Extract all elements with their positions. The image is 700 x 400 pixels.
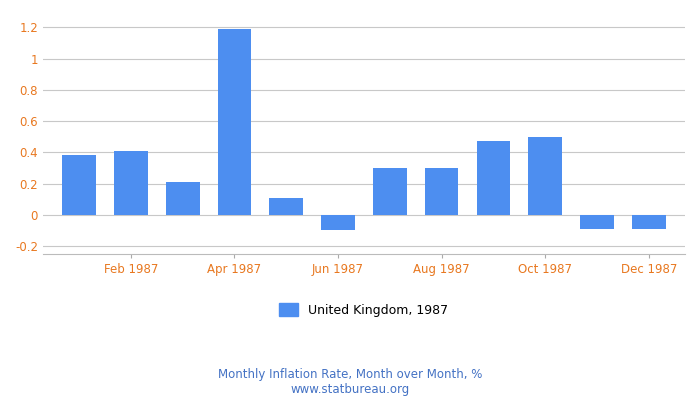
Bar [321, 215, 355, 230]
Bar [373, 168, 407, 215]
Bar [114, 151, 148, 215]
Bar [477, 142, 510, 215]
Text: www.statbureau.org: www.statbureau.org [290, 383, 410, 396]
Bar [270, 198, 303, 215]
Bar [632, 215, 666, 229]
Bar [166, 182, 200, 215]
Bar [218, 29, 251, 215]
Bar [528, 137, 562, 215]
Bar [425, 168, 458, 215]
Bar [62, 156, 96, 215]
Legend: United Kingdom, 1987: United Kingdom, 1987 [274, 298, 454, 322]
Bar [580, 215, 614, 229]
Text: Monthly Inflation Rate, Month over Month, %: Monthly Inflation Rate, Month over Month… [218, 368, 482, 381]
